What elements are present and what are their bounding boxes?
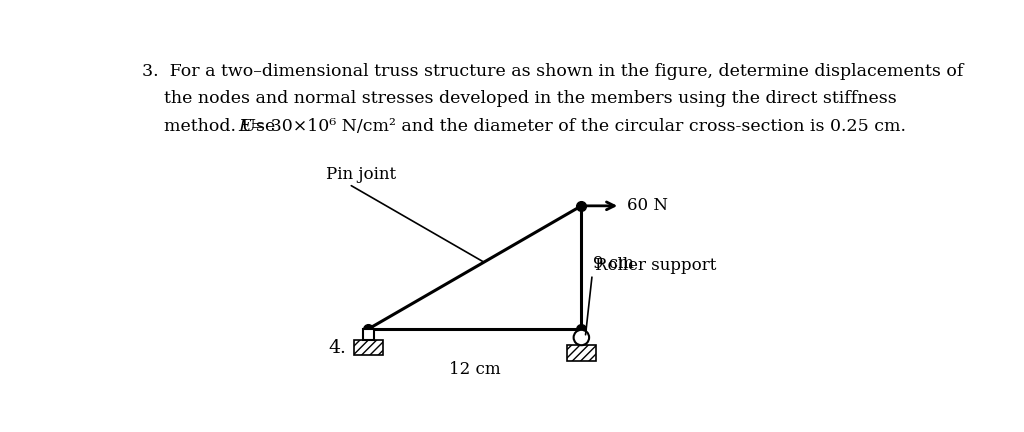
Text: 60 N: 60 N (627, 197, 668, 214)
Text: the nodes and normal stresses developed in the members using the direct stiffnes: the nodes and normal stresses developed … (142, 90, 897, 107)
Text: = 30×10⁶ N/cm² and the diameter of the circular cross-section is 0.25 cm.: = 30×10⁶ N/cm² and the diameter of the c… (245, 118, 905, 135)
Bar (362, 329, 374, 340)
Text: 3.  For a two–dimensional truss structure as shown in the figure, determine disp: 3. For a two–dimensional truss structure… (142, 63, 964, 79)
Text: E: E (238, 118, 251, 135)
Text: 9 cm: 9 cm (593, 255, 634, 272)
Text: Pin joint: Pin joint (326, 166, 395, 183)
Text: 4.: 4. (328, 339, 346, 356)
Bar (566, 345, 596, 361)
Circle shape (573, 330, 589, 345)
Text: Roller support: Roller support (595, 257, 717, 273)
Text: method. Use: method. Use (142, 118, 281, 135)
Bar (353, 340, 383, 355)
Text: 12 cm: 12 cm (449, 362, 501, 378)
